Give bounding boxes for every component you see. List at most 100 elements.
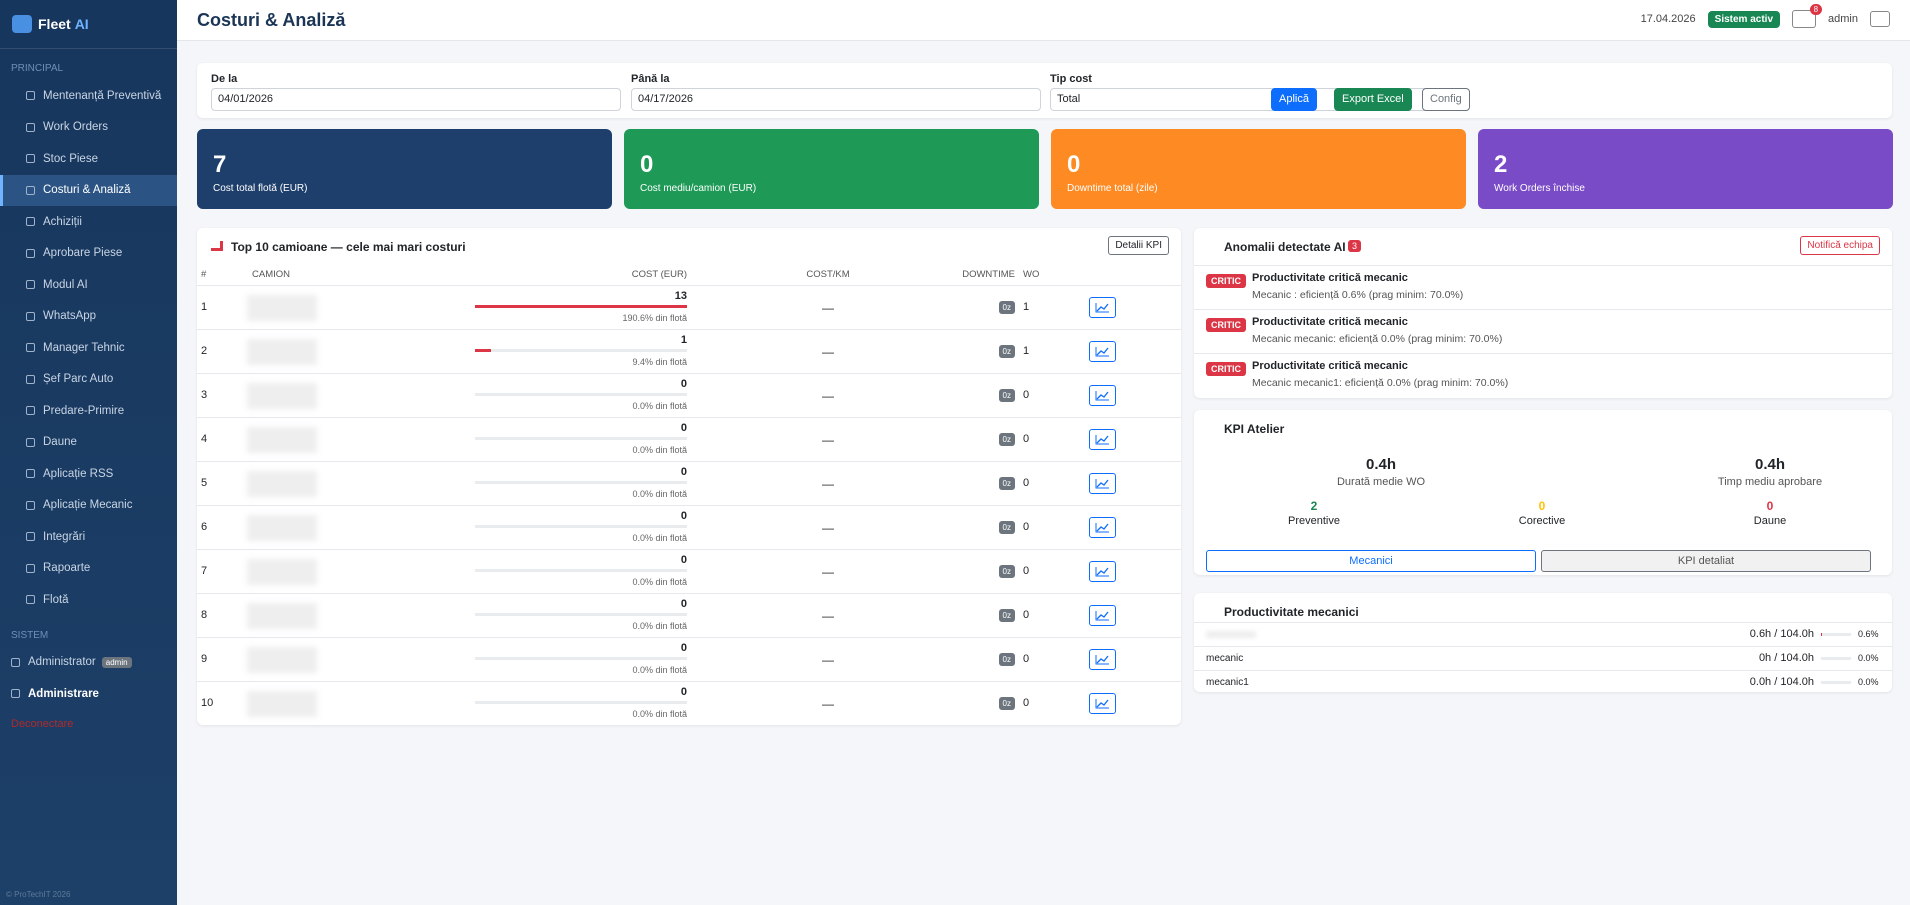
card-value: 2 [1494,151,1508,178]
wo: 0 [1023,521,1030,533]
kpi-nav-button[interactable]: Mecanici [1206,550,1536,572]
chart-button[interactable] [1089,561,1116,582]
table-row: 3 0 0.0% din flotă — 0z 0 [197,373,1181,417]
nav-item[interactable]: WhatsApp [0,301,177,333]
nav-label: Integrări [43,530,86,543]
chart-icon [1095,655,1109,665]
cost: 0 [680,642,687,654]
nav-label: Costuri & Analiză [43,184,131,197]
sidebar: Fleet AI PRINCIPAL Mentenanță Preventivă Wo… [0,0,177,905]
rank: 7 [201,565,208,577]
cost-share: 190.6% din flotă [622,313,687,323]
truck-redacted [247,603,317,629]
nav-item[interactable]: Aprobare Piese [0,238,177,270]
anomaly-detail: Mecanic mecanic: eficiență 0.0% (prag mi… [1252,333,1503,345]
notifications[interactable]: 8 [1792,4,1823,28]
table-row: 4 0 0.0% din flotă — 0z 0 [197,417,1181,461]
brand-accent: AI [74,16,89,32]
cost-km: — [822,565,834,579]
chart-button[interactable] [1089,517,1116,538]
nav-icon [26,91,35,101]
productivity-row: mecanic 0h / 104.0h 0.0% [1194,646,1892,670]
logout-icon[interactable] [1870,11,1890,27]
cost-share: 0.0% din flotă [632,709,687,719]
panel-title: Anomalii detectate AI [1224,240,1346,254]
filters: De la 04/01/2026 Până la 04/17/2026 Tip cost… [197,63,1892,118]
nav-item[interactable]: Daune [0,427,177,459]
chart-button[interactable] [1089,341,1116,362]
nav-item[interactable]: Aplicație Mecanic [0,490,177,522]
table-row: 2 1 9.4% din flotă — 0z 1 [197,329,1181,373]
filter-input[interactable]: 04/17/2026 [631,88,1041,111]
wo: 0 [1023,565,1030,577]
kpi-button[interactable]: Detalii KPI [1108,236,1169,255]
nav-label: Șef Parc Auto [43,373,114,386]
nav-item[interactable]: Work Orders [0,112,177,144]
nav-item[interactable]: Administrare [0,678,177,710]
cost-track [475,393,687,396]
nav-icon [26,437,35,447]
nav-label: Aplicație RSS [43,467,114,480]
filter-button[interactable]: Aplică [1271,88,1317,111]
chart-button[interactable] [1089,649,1116,670]
nav-label: Work Orders [43,121,108,134]
nav-item[interactable]: Stoc Piese [0,143,177,175]
kpi-nav-button[interactable]: KPI detaliat [1541,550,1871,572]
nav-item[interactable]: Rapoarte [0,553,177,585]
nav-item[interactable]: Modul AI [0,269,177,301]
eff-label: 0.6% [1858,629,1879,639]
chart-button[interactable] [1089,693,1116,714]
cost: 13 [674,290,687,302]
cost: 0 [680,554,687,566]
filter-button[interactable]: Config [1422,88,1470,111]
card-label: Cost total flotă (EUR) [213,183,308,194]
nav-item[interactable]: Administrator admin [0,647,177,679]
cost: 0 [680,686,687,698]
filter-button[interactable]: Export Excel [1334,88,1412,111]
nav-item[interactable]: Integrări [0,521,177,553]
nav-icon [26,406,35,416]
chart-button[interactable] [1089,385,1116,406]
chart-button[interactable] [1089,473,1116,494]
nav-item[interactable]: Șef Parc Auto [0,364,177,396]
nav-item[interactable]: Manager Tehnic [0,332,177,364]
rank: 5 [201,477,208,489]
severity: CRITIC [1206,274,1246,288]
page-title: Costuri & Analiză [197,10,346,30]
user[interactable]: admin [1828,13,1858,25]
nav-icon [26,595,35,605]
cost: 1 [680,334,687,346]
chart-icon [1095,479,1109,489]
truck-redacted [247,559,317,585]
nav-item[interactable]: Achiziții [0,206,177,238]
cost-track [475,437,687,440]
chart-button[interactable] [1089,605,1116,626]
notify-button[interactable]: Notifică echipa [1800,236,1880,255]
chart-icon [1095,699,1109,709]
nav-icon [26,248,35,258]
chart-icon [1095,303,1109,313]
eff-track [1821,657,1851,660]
nav-item[interactable]: Mentenanță Preventivă [0,80,177,112]
wo: 0 [1023,609,1030,621]
stat-value: 0.4h [1365,456,1396,473]
chart-button[interactable] [1089,429,1116,450]
nav-item[interactable]: Flotă [0,584,177,616]
cost: 0 [680,378,687,390]
rank: 10 [201,697,214,709]
table-row: 6 0 0.0% din flotă — 0z 0 [197,505,1181,549]
wo: 1 [1023,301,1030,313]
card-value: 7 [213,151,227,178]
nav-item[interactable]: Costuri & Analiză [0,174,177,206]
brand[interactable]: Fleet AI [0,0,177,49]
logout[interactable]: Deconectare [11,717,74,730]
nav-label: Rapoarte [43,562,91,575]
nav-item[interactable]: Aplicație RSS [0,458,177,490]
stat-label: Timp mediu aprobare [1717,476,1823,488]
filter-input[interactable]: 04/01/2026 [211,88,621,111]
chart-button[interactable] [1089,297,1116,318]
rank: 1 [201,301,208,313]
nav-icon [26,154,35,164]
nav-item[interactable]: Predare-Primire [0,395,177,427]
nav-label: Administrator [28,656,96,669]
